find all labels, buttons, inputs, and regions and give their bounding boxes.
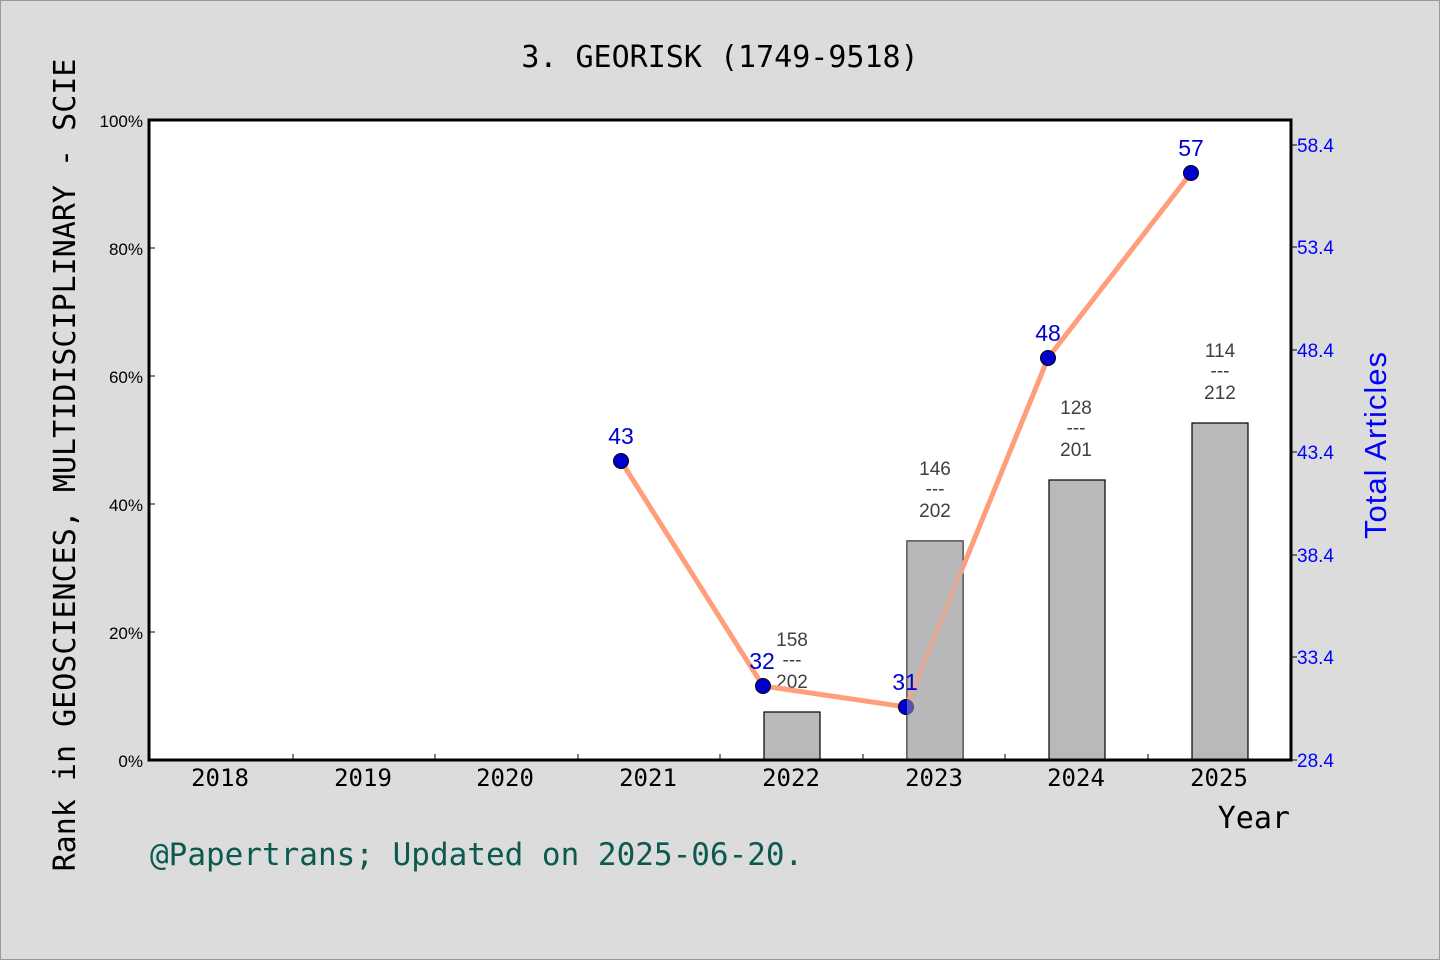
fraction-den-2025: 212: [1204, 383, 1236, 404]
fraction-sep-2022: ---: [783, 650, 802, 671]
point-labels: 43 32 31 48 57: [608, 135, 1204, 695]
bar-2022: [763, 711, 821, 761]
bar-2024: [1048, 479, 1106, 761]
point-label-2022: 32: [749, 648, 775, 674]
fraction-sep-2024: ---: [1067, 418, 1086, 439]
left-tick-40: 40%: [109, 496, 143, 515]
fraction-sep-2025: ---: [1211, 361, 1230, 382]
chart-title: 3. GEORISK (1749-9518): [521, 40, 918, 75]
x-tick-2018: 2018: [191, 764, 249, 792]
point-2024: [1040, 350, 1056, 366]
point-label-2021: 43: [608, 423, 634, 449]
left-tick-60: 60%: [109, 368, 143, 387]
right-axis-label: Total Articles: [1358, 351, 1393, 539]
x-tick-2020: 2020: [476, 764, 534, 792]
left-axis: 0% 20% 40% 60% 80% 100%: [100, 112, 155, 771]
x-tick-2024: 2024: [1047, 764, 1105, 792]
point-2025: [1183, 165, 1199, 181]
right-tick-0: 28.4: [1297, 751, 1334, 772]
right-tick-6: 58.4: [1297, 136, 1334, 157]
fraction-labels: 158 --- 202 146 --- 202 128 --- 201 114 …: [776, 341, 1236, 693]
x-tick-2022: 2022: [762, 764, 820, 792]
x-axis: 2018 2019 2020 2021 2022 2023 2024 2025: [191, 754, 1248, 792]
point-2023: [898, 699, 914, 715]
left-tick-0: 0%: [118, 752, 143, 771]
left-tick-80: 80%: [109, 240, 143, 259]
right-tick-3: 43.4: [1297, 443, 1334, 464]
bar-2025: [1191, 422, 1249, 761]
fraction-num-2022: 158: [776, 630, 808, 651]
right-tick-2: 38.4: [1297, 546, 1334, 567]
x-axis-label: Year: [1218, 801, 1290, 836]
x-tick-2025: 2025: [1190, 764, 1248, 792]
fraction-den-2023: 202: [919, 501, 951, 522]
point-label-2024: 48: [1035, 320, 1061, 346]
credit-text: @Papertrans; Updated on 2025-06-20.: [150, 837, 803, 873]
fraction-num-2024: 128: [1060, 398, 1092, 419]
bar-2023-overlay: [907, 541, 963, 760]
fraction-sep-2023: ---: [926, 479, 945, 500]
right-tick-5: 53.4: [1297, 238, 1334, 259]
x-tick-2021: 2021: [619, 764, 677, 792]
left-axis-label: Rank in GEOSCIENCES, MULTIDISCIPLINARY -…: [48, 59, 83, 872]
right-axis: 28.4 33.4 38.4 43.4 48.4 53.4 58.4: [1291, 136, 1334, 772]
point-2021: [613, 453, 629, 469]
fraction-num-2025: 114: [1205, 341, 1236, 362]
fraction-den-2024: 201: [1060, 440, 1092, 461]
line-markers: [613, 165, 1199, 715]
point-label-2025: 57: [1178, 135, 1204, 161]
point-2022: [755, 678, 771, 694]
left-tick-20: 20%: [109, 624, 143, 643]
bar-2023: [906, 540, 964, 761]
x-tick-2023: 2023: [905, 764, 963, 792]
left-tick-100: 100%: [100, 112, 143, 131]
x-tick-2019: 2019: [334, 764, 392, 792]
bars: [763, 422, 1249, 761]
right-tick-4: 48.4: [1297, 341, 1334, 362]
fraction-num-2023: 146: [919, 459, 951, 480]
point-label-2023: 31: [892, 669, 918, 695]
right-tick-1: 33.4: [1297, 648, 1334, 669]
plot-area: [149, 120, 1291, 760]
